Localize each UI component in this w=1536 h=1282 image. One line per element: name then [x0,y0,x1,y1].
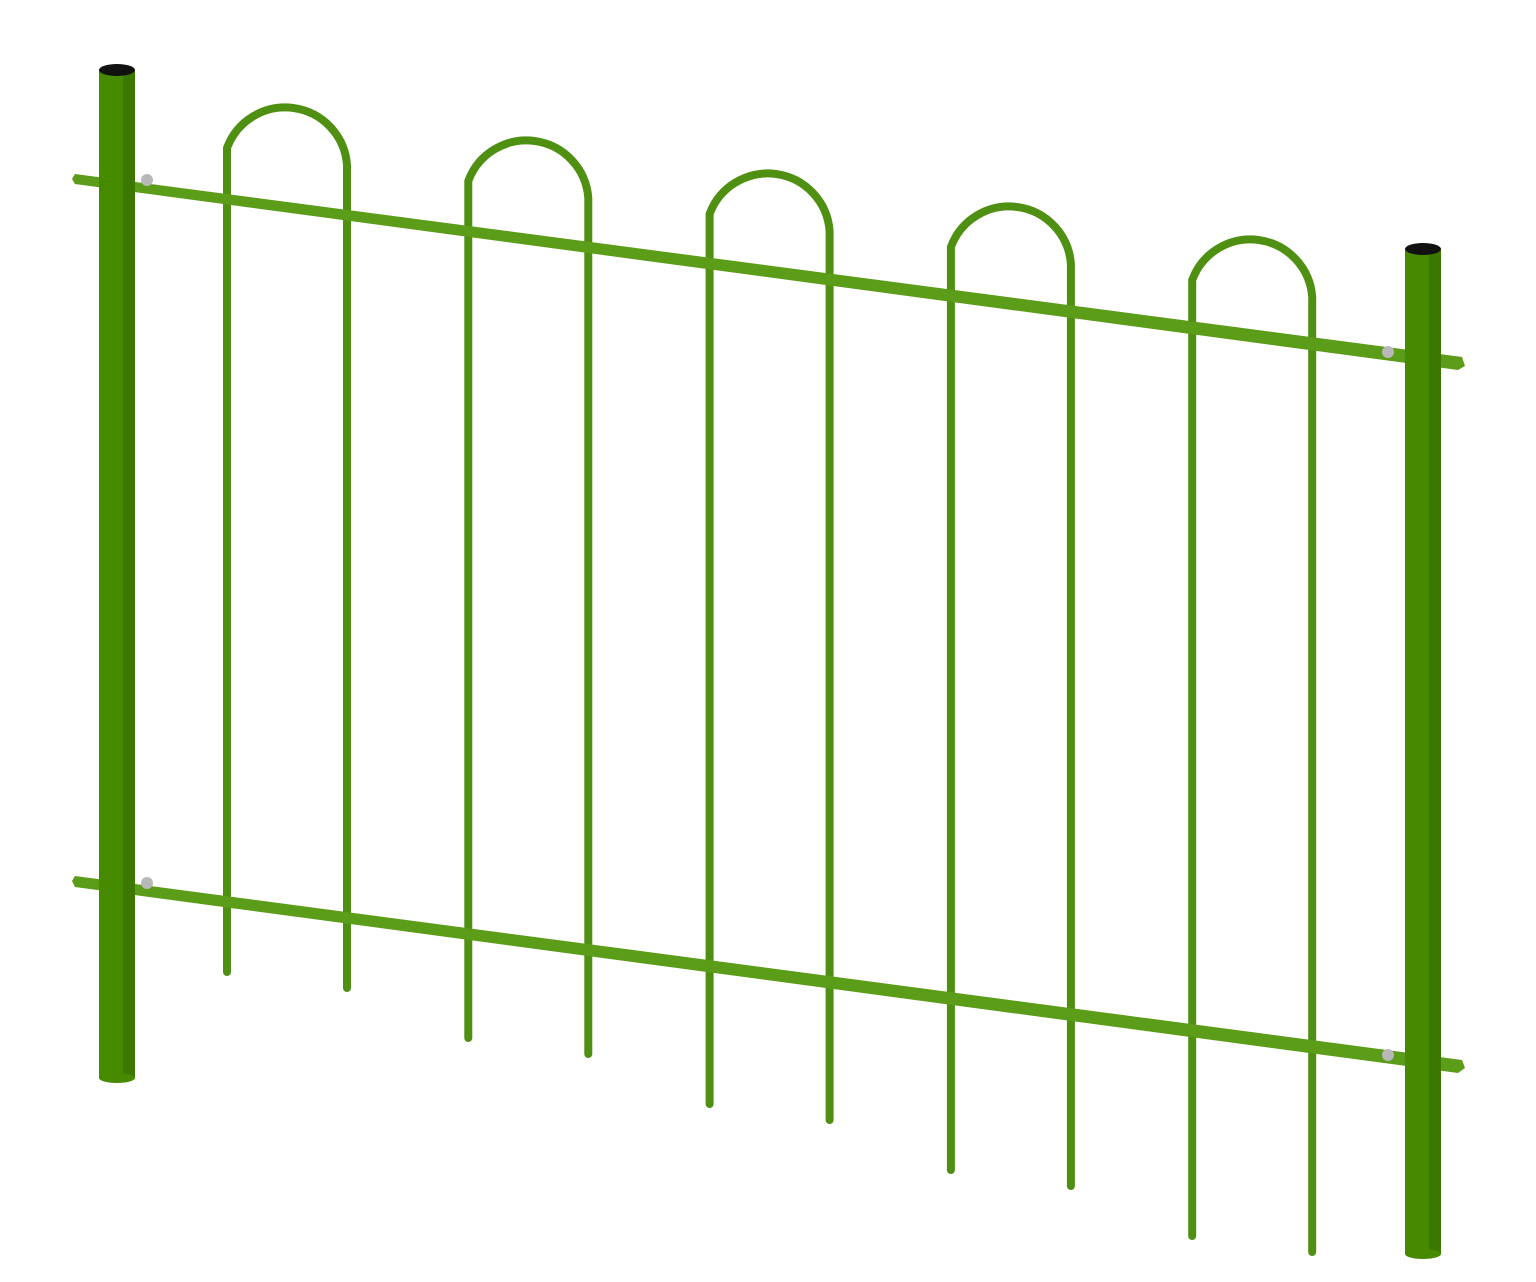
left-post-base [99,1073,135,1083]
left-post-shade [123,70,135,1078]
hoop [705,169,834,1124]
hoops [223,103,1317,1256]
hoop [464,136,593,1058]
bottom-rail [72,876,1465,1073]
hoop [1188,235,1317,1256]
right-post-cap [1405,243,1441,255]
bolt [1382,346,1394,358]
left-post-cap [99,64,135,76]
bolt [141,877,153,889]
hoop [223,103,351,992]
bolt [141,174,153,186]
bolt [1382,1049,1394,1061]
right-post-shade [1429,249,1441,1254]
top-rail [72,174,1465,370]
right-post-base [1405,1249,1441,1259]
hoop [946,202,1075,1190]
